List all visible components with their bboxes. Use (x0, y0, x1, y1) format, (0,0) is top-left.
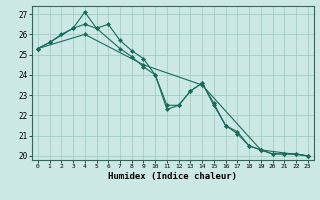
X-axis label: Humidex (Indice chaleur): Humidex (Indice chaleur) (108, 172, 237, 181)
